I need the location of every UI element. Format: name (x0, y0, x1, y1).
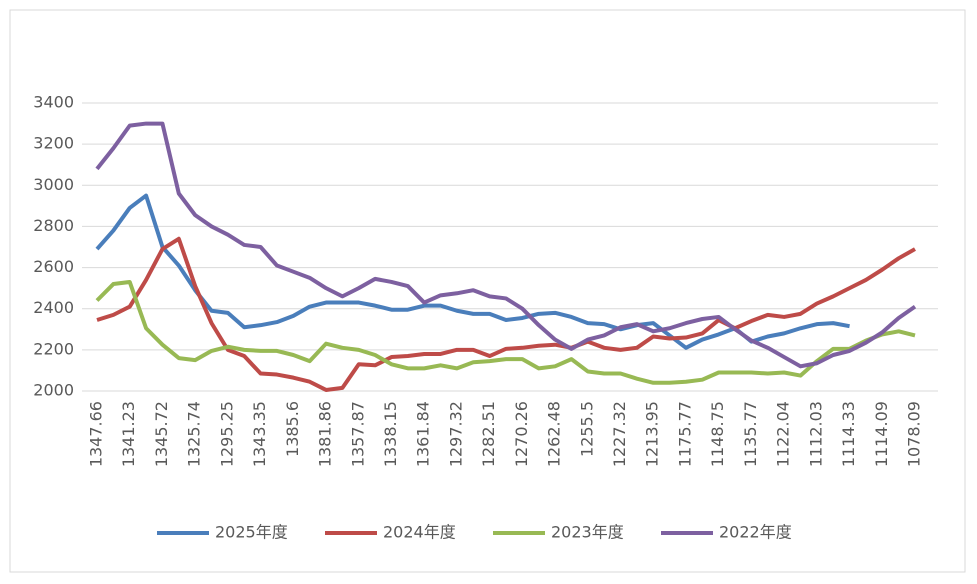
x-tick-label: 1114.09 (872, 401, 891, 467)
line-series (95, 279, 916, 385)
x-tick-label: 1385.6 (283, 401, 302, 457)
line-series (95, 193, 850, 350)
legend-label: 2024年度 (383, 523, 456, 542)
x-tick-label: 1114.33 (839, 401, 858, 467)
chart-frame (9, 9, 966, 573)
x-tick-label: 1381.86 (316, 401, 335, 467)
x-tick-label: 1325.74 (185, 401, 204, 467)
x-tick-label: 1282.51 (479, 401, 498, 467)
x-tick-label: 1135.77 (741, 401, 760, 467)
legend-label: 2025年度 (215, 523, 288, 542)
y-tick-label: 2400 (33, 298, 74, 317)
x-tick-label: 1295.25 (217, 401, 236, 467)
x-tick-label: 1345.72 (152, 401, 171, 467)
x-tick-label: 1255.5 (577, 401, 596, 457)
y-tick-label: 3200 (33, 134, 74, 153)
x-tick-label: 1338.15 (381, 401, 400, 467)
y-tick-label: 2800 (33, 216, 74, 235)
x-tick-label: 1297.32 (446, 401, 465, 467)
y-tick-label: 3400 (33, 93, 74, 112)
x-tick-label: 1361.84 (414, 401, 433, 467)
x-tick-label: 1122.04 (774, 401, 793, 467)
x-tick-label: 1262.48 (545, 401, 564, 467)
x-tick-label: 1343.35 (250, 401, 269, 467)
x-tick-label: 1270.26 (512, 401, 531, 467)
x-tick-label: 1148.75 (708, 401, 727, 467)
y-tick-label: 2200 (33, 339, 74, 358)
x-tick-label: 1112.03 (806, 401, 825, 467)
line-series (96, 236, 916, 392)
line-series (95, 121, 917, 369)
x-tick-label: 1341.23 (119, 401, 138, 467)
x-tick-label: 1347.66 (87, 401, 106, 467)
y-tick-label: 2600 (33, 257, 74, 276)
x-tick-label: 1227.32 (610, 401, 629, 467)
x-tick-label: 1213.95 (643, 401, 662, 467)
x-tick-label: 1078.09 (905, 401, 924, 467)
x-tick-label: 1175.77 (675, 401, 694, 467)
y-tick-label: 3000 (33, 175, 74, 194)
legend-label: 2023年度 (551, 523, 624, 542)
legend-label: 2022年度 (719, 523, 792, 542)
y-tick-label: 2000 (33, 381, 74, 400)
x-tick-label: 1357.87 (348, 401, 367, 467)
